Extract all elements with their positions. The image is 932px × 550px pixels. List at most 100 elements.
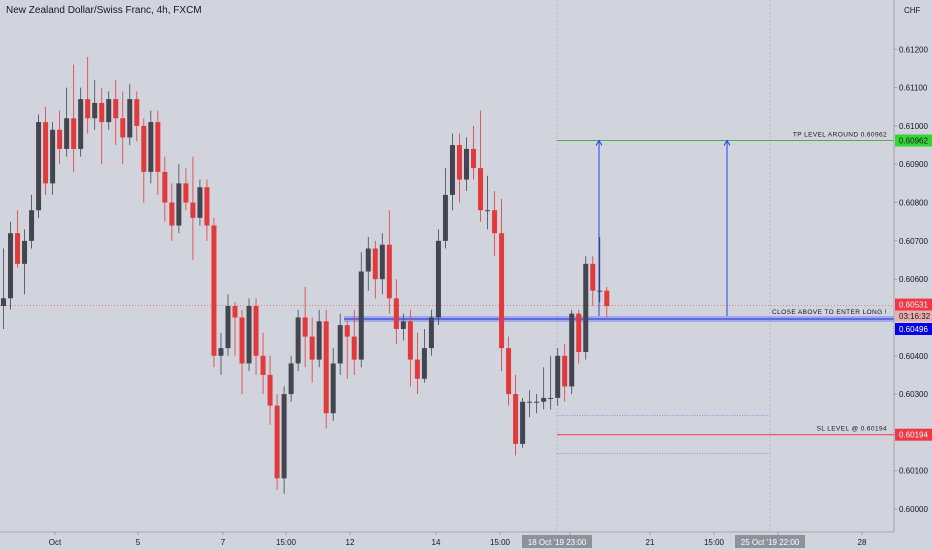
candle-body	[597, 290, 603, 292]
candle-body	[463, 148, 469, 180]
candle-body	[583, 263, 589, 352]
time-axis-panel	[0, 532, 894, 550]
candle-body	[218, 348, 224, 356]
candle-body	[456, 145, 462, 180]
time-tick-label: 15:00	[704, 538, 725, 547]
candle-body	[337, 325, 343, 364]
price-axis-panel	[894, 0, 932, 550]
candle-body	[225, 305, 231, 349]
target-arrow-head	[723, 139, 731, 146]
price-tick-label: 0.60700	[899, 237, 928, 246]
current-price-tag	[895, 298, 932, 311]
candle-body	[407, 321, 413, 360]
candle-body	[148, 122, 154, 172]
time-tick-label: 15:00	[276, 538, 297, 547]
candle-body	[239, 317, 245, 364]
candle-body	[471, 148, 477, 169]
candle-body	[22, 240, 28, 264]
candle-body	[492, 210, 498, 234]
time-tick-label: 28	[858, 538, 867, 547]
candle-body	[50, 129, 56, 184]
candle-body	[604, 290, 610, 306]
candle-body	[520, 401, 526, 444]
candle-body	[393, 298, 399, 329]
candle-body	[267, 374, 273, 406]
price-tick-label: 0.60800	[899, 199, 928, 208]
price-tick-label: 0.60400	[899, 352, 928, 361]
candle-body	[57, 129, 63, 149]
candle-body	[260, 355, 266, 375]
candle-body	[134, 99, 140, 126]
time-tick-label: 21	[646, 538, 655, 547]
time-tick-label: 12	[346, 538, 355, 547]
candle-body	[36, 122, 42, 211]
time-tick-label: 7	[221, 538, 226, 547]
candle-body	[64, 118, 70, 149]
sl-annotation: SL LEVEL @ 0.60194	[817, 426, 887, 433]
candle-body	[197, 187, 203, 218]
tp-price-tag-label: 0.60962	[899, 136, 928, 145]
candle-body	[71, 118, 77, 149]
candle-body	[302, 317, 308, 337]
candle-body	[204, 187, 210, 226]
candle-body	[183, 183, 189, 203]
time-highlight-label: 18 Oct '19 23:00	[528, 538, 587, 547]
candle-body	[365, 248, 371, 272]
candle-body	[162, 171, 168, 203]
current-price-tag-label: 0.60531	[899, 301, 928, 310]
candle-body	[113, 99, 119, 119]
time-tick-label: 5	[136, 538, 141, 547]
candle-body	[485, 210, 491, 212]
candle-body	[548, 397, 554, 399]
countdown-tag-label: 03:16:32	[899, 312, 931, 321]
sl-price-tag	[895, 428, 932, 441]
price-tick-label: 0.60000	[899, 505, 928, 514]
candle-body	[85, 99, 91, 119]
candle-body	[99, 102, 105, 123]
candle-body	[288, 363, 294, 395]
candle-body	[316, 321, 322, 360]
candle-body	[590, 263, 596, 291]
candle-body	[120, 118, 126, 138]
candle-body	[141, 125, 147, 172]
time-highlight-tag	[735, 535, 805, 548]
candle-body	[421, 348, 427, 379]
candle-body	[400, 321, 406, 329]
price-tick-label: 0.60600	[899, 275, 928, 284]
candle-body	[569, 313, 575, 387]
candle-body	[295, 317, 301, 364]
price-tick-label: 0.60900	[899, 160, 928, 169]
candle-body	[372, 248, 378, 280]
candle-body	[155, 122, 161, 172]
candle-body	[190, 202, 196, 218]
candle-body	[246, 305, 252, 364]
candle-body	[428, 317, 434, 349]
candle-body	[330, 363, 336, 414]
candle-body	[344, 325, 350, 337]
sl-price-tag-label: 0.60194	[899, 431, 928, 440]
candle-body	[478, 168, 484, 211]
candle-body	[1, 298, 6, 306]
plot-background	[0, 0, 894, 532]
tp-annotation: TP LEVEL AROUND 0.60962	[793, 131, 887, 138]
candle-body	[414, 359, 420, 379]
candle-body	[29, 210, 35, 241]
candle-body	[232, 305, 238, 318]
entry-price-tag-label: 0.60496	[899, 325, 928, 334]
tp-price-tag	[895, 134, 932, 147]
candle-body	[449, 145, 455, 195]
candle-body	[43, 122, 49, 184]
candle-body	[281, 394, 287, 479]
candle-body	[358, 271, 364, 360]
candle-body	[534, 401, 540, 403]
candle-body	[386, 244, 392, 299]
candle-body	[435, 240, 441, 318]
candle-body	[211, 225, 217, 356]
candle-body	[92, 102, 98, 119]
candle-body	[351, 336, 357, 360]
candle-body	[8, 233, 14, 299]
price-tick-label: 0.61100	[899, 84, 928, 93]
candle-body	[506, 348, 512, 395]
